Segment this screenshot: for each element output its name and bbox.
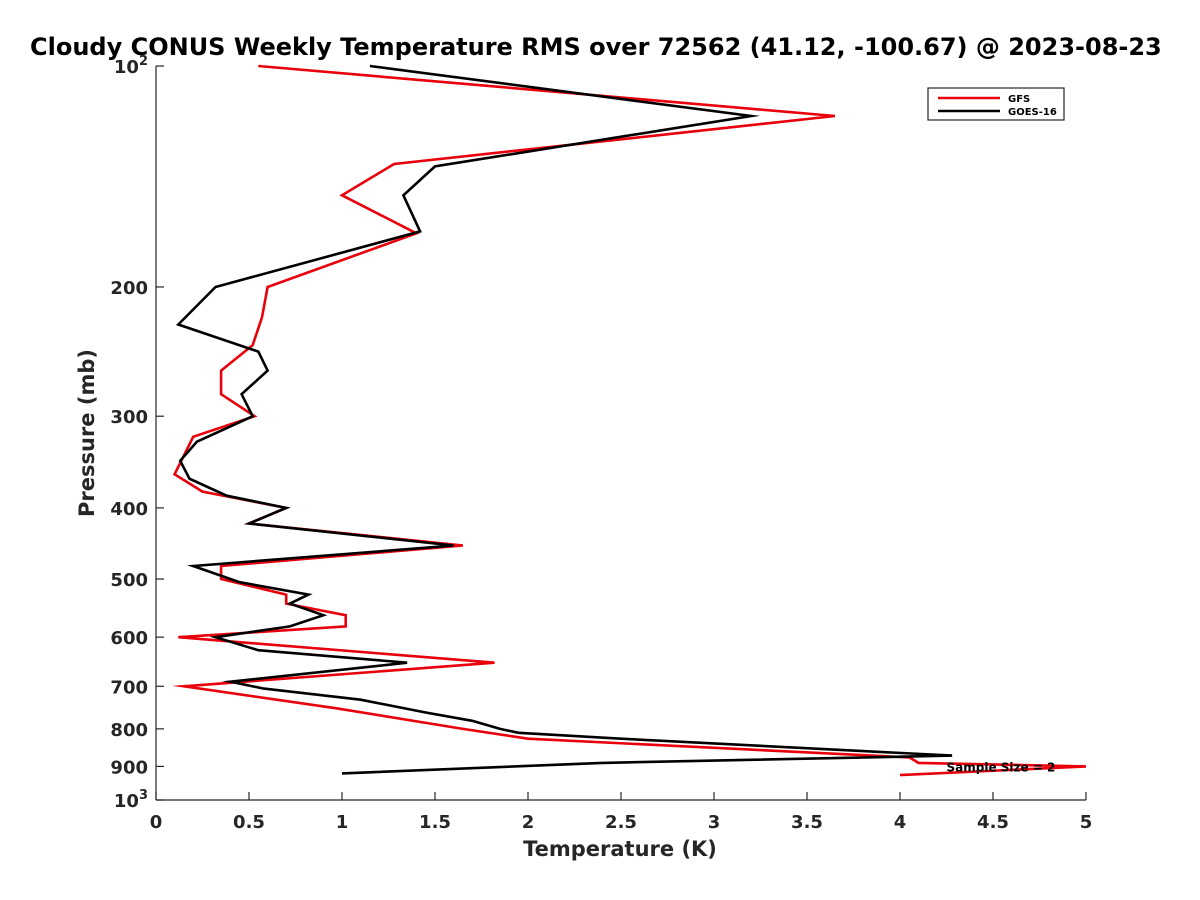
x-tick-label: 2	[522, 812, 535, 833]
y-tick-base: 900	[110, 757, 148, 778]
series-line-goes-16	[175, 64, 953, 775]
y-axis-label: Pressure (mb)	[75, 349, 99, 517]
y-tick-label: 700	[110, 677, 148, 698]
sample-size-annotation: Sample Size = 2	[947, 760, 1056, 774]
x-tick-label: 4	[894, 812, 907, 833]
y-tick-label: 500	[110, 570, 148, 591]
y-tick-base: 800	[110, 720, 148, 741]
y-tick-label: 800	[110, 720, 148, 741]
legend-box	[927, 87, 1065, 121]
y-tick-base: 10	[114, 57, 139, 78]
y-tick-base: 700	[110, 677, 148, 698]
x-tick-label: 0	[150, 812, 163, 833]
legend: GFS GOES-16	[927, 87, 1065, 121]
x-tick-label: 0.5	[233, 812, 265, 833]
y-tick-label: 600	[110, 628, 148, 649]
x-tick-label: 4.5	[977, 812, 1009, 833]
y-tick-exponent: 2	[139, 54, 148, 69]
y-tick-label: 102	[114, 54, 148, 78]
y-tick-base: 10	[114, 791, 139, 812]
x-tick-label: 3.5	[791, 812, 823, 833]
series-line-gfs	[172, 64, 1087, 777]
y-tick-label: 400	[110, 499, 148, 520]
y-tick-exponent: 3	[139, 788, 148, 803]
axes: 0 0.5 1 1.5 2 2.5 3 3.5 4 4.5 51022003004005006007…	[110, 54, 1092, 833]
y-tick-base: 600	[110, 628, 148, 649]
legend-entry-label: GOES-16	[1008, 107, 1057, 118]
y-tick-label: 200	[110, 278, 148, 299]
y-tick-base: 500	[110, 570, 148, 591]
y-tick-base: 400	[110, 499, 148, 520]
x-axis-label: Temperature (K)	[523, 837, 717, 861]
x-tick-label: 5	[1080, 812, 1093, 833]
y-tick-label: 103	[114, 788, 148, 812]
y-tick-base: 200	[110, 278, 148, 299]
y-tick-base: 300	[110, 407, 148, 428]
legend-entry-label: GFS	[1008, 94, 1030, 105]
chart-title: Cloudy CONUS Weekly Temperature RMS over…	[30, 33, 1162, 61]
x-tick-label: 3	[708, 812, 721, 833]
x-tick-label: 1.5	[419, 812, 451, 833]
y-tick-label: 900	[110, 757, 148, 778]
x-tick-label: 2.5	[605, 812, 637, 833]
series-layer	[172, 64, 1087, 777]
y-tick-label: 300	[110, 407, 148, 428]
x-tick-label: 1	[336, 812, 349, 833]
